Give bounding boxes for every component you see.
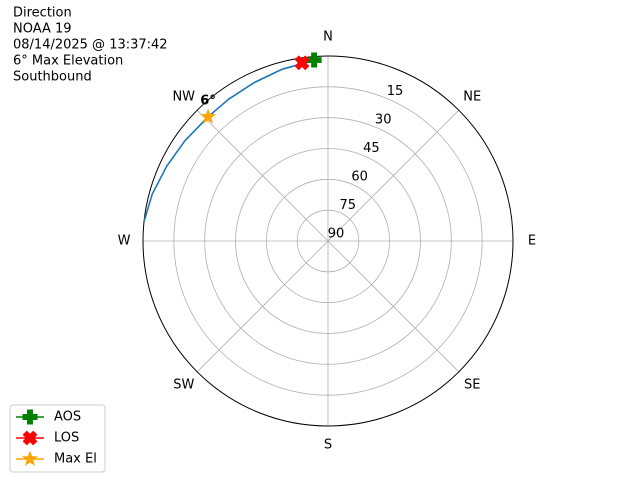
theta-tick-label: S [324,438,332,453]
marker-star [200,108,217,124]
marker-x [294,55,310,71]
legend-marker [22,430,38,446]
theta-tick-label: NE [463,89,481,104]
r-tick-label: 90 [328,227,345,242]
grid-spoke [327,109,460,242]
annotation: 6° [200,93,216,108]
theta-tick-label: E [528,234,536,249]
legend-label: Max El [54,452,97,467]
legend-label: LOS [54,431,79,446]
grid-spoke [327,240,460,373]
theta-tick-label: SW [173,378,194,393]
theta-tick-label: SE [464,378,480,393]
grid-spoke [196,240,329,373]
r-tick-label: 30 [375,113,392,128]
r-tick-label: 45 [363,141,380,156]
title-line: Southbound [13,70,92,85]
theta-tick-label: W [118,234,131,249]
title-line: 08/14/2025 @ 13:37:42 [13,38,168,53]
r-tick-label: 15 [387,84,404,99]
outer-frame [142,55,514,427]
title-line: 6° Max Elevation [13,54,123,69]
legend-label: AOS [54,410,81,425]
theta-tick-label: N [323,30,333,45]
title-line: Direction [13,6,72,21]
legend-box [9,404,106,473]
r-tick-label: 75 [340,198,357,213]
title-line: NOAA 19 [13,22,72,37]
r-tick-label: 60 [351,170,368,185]
legend-marker [21,450,39,466]
legend-marker [22,409,38,425]
grid-spoke [196,109,329,242]
theta-tick-label: NW [172,89,195,104]
